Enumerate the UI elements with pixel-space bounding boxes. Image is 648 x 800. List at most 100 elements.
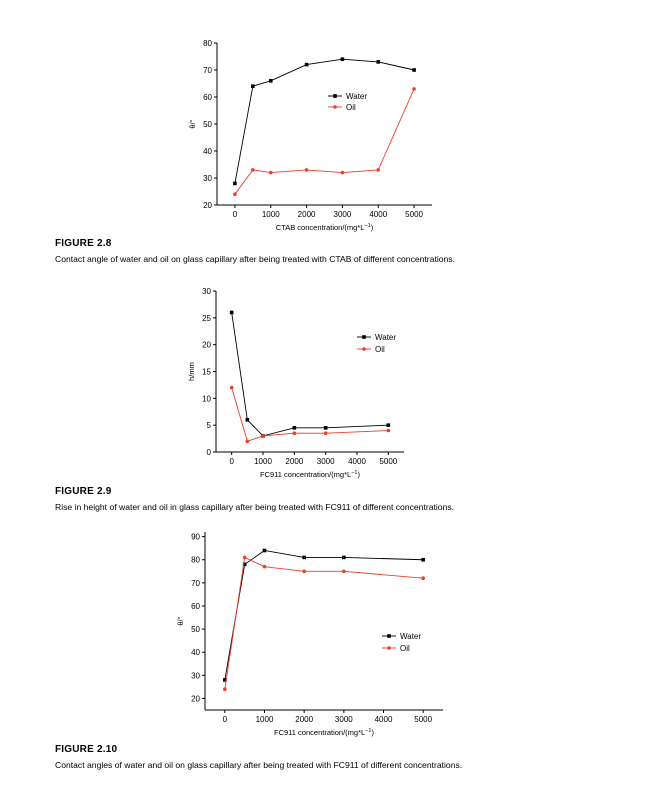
data-point-oil xyxy=(412,87,416,91)
data-point-oil xyxy=(223,687,227,691)
x-tick-label: 2000 xyxy=(295,715,313,724)
data-point-oil xyxy=(261,434,265,438)
legend-swatch-marker xyxy=(362,347,366,351)
data-point-oil xyxy=(386,428,391,433)
data-point-water xyxy=(262,548,267,553)
data-point-oil xyxy=(268,170,273,175)
data-point-water xyxy=(421,557,425,562)
y-tick-label: 20 xyxy=(191,694,200,703)
data-point-water xyxy=(340,57,345,61)
y-tick-label: 20 xyxy=(203,201,212,210)
data-point-water xyxy=(268,79,273,83)
x-axis-label: FC911 concentration/(mg*L−1) xyxy=(260,470,360,479)
figure-caption: Contact angles of water and oil on glass… xyxy=(55,760,463,770)
data-point-water xyxy=(302,555,306,560)
x-tick-label: 5000 xyxy=(405,210,423,219)
y-tick-label: 40 xyxy=(203,147,212,156)
legend-label: Water xyxy=(400,632,421,641)
legend-label: Oil xyxy=(375,345,385,354)
data-point-water xyxy=(342,555,346,560)
data-point-water xyxy=(233,181,237,186)
data-point-water xyxy=(242,562,247,567)
legend-label: Water xyxy=(346,92,367,101)
y-tick-label: 25 xyxy=(202,314,211,323)
x-tick-label: 4000 xyxy=(375,715,393,724)
y-tick-label: 60 xyxy=(203,93,212,102)
data-point-oil xyxy=(233,192,237,196)
y-tick-label: 10 xyxy=(202,394,211,403)
y-tick-label: 90 xyxy=(191,533,200,542)
data-point-water xyxy=(304,62,309,67)
legend-label: Oil xyxy=(346,103,356,112)
data-point-oil xyxy=(376,168,381,172)
data-point-oil xyxy=(262,564,267,569)
legend-swatch-marker xyxy=(333,94,337,98)
figure-caption: Contact angle of water and oil on glass … xyxy=(55,254,455,264)
y-tick-label: 0 xyxy=(207,448,212,457)
figure-label: FIGURE 2.9 xyxy=(55,486,112,497)
figure-2-8: 20 30 40 50 60 70 80 0 1000 2000 3000 4000 5000 CTAB … xyxy=(0,0,648,270)
figure-caption: Rise in height of water and oil in glass… xyxy=(55,502,455,512)
data-point-water xyxy=(386,423,391,427)
x-tick-label: 5000 xyxy=(414,715,432,724)
legend-swatch-marker xyxy=(387,634,391,638)
figure-2-10: 20 30 40 50 60 70 80 90 0 1000 2000 3000 4000 5000 FC9… xyxy=(55,532,463,770)
x-axis-label: CTAB concentration/(mg*L−1) xyxy=(276,223,374,232)
x-tick-label: 1000 xyxy=(254,457,272,466)
data-point-oil xyxy=(342,569,346,574)
data-point-oil xyxy=(421,576,425,581)
data-point-water xyxy=(245,418,250,422)
series-line-oil xyxy=(231,387,389,442)
x-tick-label: 0 xyxy=(229,457,234,466)
data-point-oil xyxy=(292,431,297,436)
data-point-oil xyxy=(245,439,250,444)
figure-label: FIGURE 2.10 xyxy=(55,744,118,755)
chart-fc911-contact-angle: 20 30 40 50 60 70 80 90 0 1000 2000 3000 4000 5000 FC9… xyxy=(176,532,443,737)
data-point-oil xyxy=(251,168,255,172)
x-tick-label: 0 xyxy=(223,715,228,724)
data-point-oil xyxy=(242,555,247,560)
y-tick-label: 5 xyxy=(207,421,212,430)
y-tick-label: 50 xyxy=(191,625,200,634)
chart-fc911-rise-height: 0 5 10 15 20 25 30 0 1000 2000 3000 4000 5000 FC911 c… xyxy=(187,287,404,479)
y-tick-label: 70 xyxy=(203,66,212,75)
x-tick-label: 0 xyxy=(233,210,238,219)
x-tick-label: 3000 xyxy=(317,457,335,466)
x-tick-label: 2000 xyxy=(298,210,316,219)
legend-label: Oil xyxy=(400,644,410,653)
y-axis-label: θ/° xyxy=(188,119,197,128)
x-tick-label: 4000 xyxy=(369,210,387,219)
data-point-water xyxy=(229,310,234,315)
data-point-water xyxy=(223,678,227,682)
data-point-water xyxy=(376,60,381,64)
y-tick-label: 15 xyxy=(202,368,211,377)
y-tick-label: 50 xyxy=(203,120,212,129)
data-point-water xyxy=(251,84,255,88)
data-point-oil xyxy=(229,385,234,390)
y-tick-label: 80 xyxy=(203,39,212,48)
data-point-oil xyxy=(323,431,328,436)
figure-2-9: 0 5 10 15 20 25 30 0 1000 2000 3000 4000 5000 FC911 c… xyxy=(55,287,455,512)
y-tick-label: 60 xyxy=(191,602,200,611)
x-tick-label: 2000 xyxy=(285,457,303,466)
y-tick-label: 20 xyxy=(202,341,211,350)
y-tick-label: 30 xyxy=(202,287,211,296)
data-point-oil xyxy=(304,168,309,172)
x-tick-label: 1000 xyxy=(256,715,274,724)
y-tick-label: 80 xyxy=(191,556,200,565)
data-point-water xyxy=(412,68,416,72)
y-axis-label: h/mm xyxy=(187,362,196,381)
data-point-water xyxy=(292,426,297,430)
x-tick-label: 1000 xyxy=(262,210,280,219)
series-line-water xyxy=(231,312,389,437)
x-tick-label: 3000 xyxy=(335,715,353,724)
legend-swatch-marker xyxy=(333,105,337,109)
legend-swatch-marker xyxy=(362,335,366,339)
y-tick-label: 30 xyxy=(191,671,200,680)
chart-ctab-contact-angle: 20 30 40 50 60 70 80 0 1000 2000 3000 4000 5000 CTAB … xyxy=(188,39,432,232)
series-line-water xyxy=(224,550,424,681)
figure-label: FIGURE 2.8 xyxy=(55,238,112,249)
x-axis-label: FC911 concentration/(mg*L−1) xyxy=(274,728,374,737)
data-point-oil xyxy=(340,170,345,175)
legend-label: Water xyxy=(375,333,396,342)
